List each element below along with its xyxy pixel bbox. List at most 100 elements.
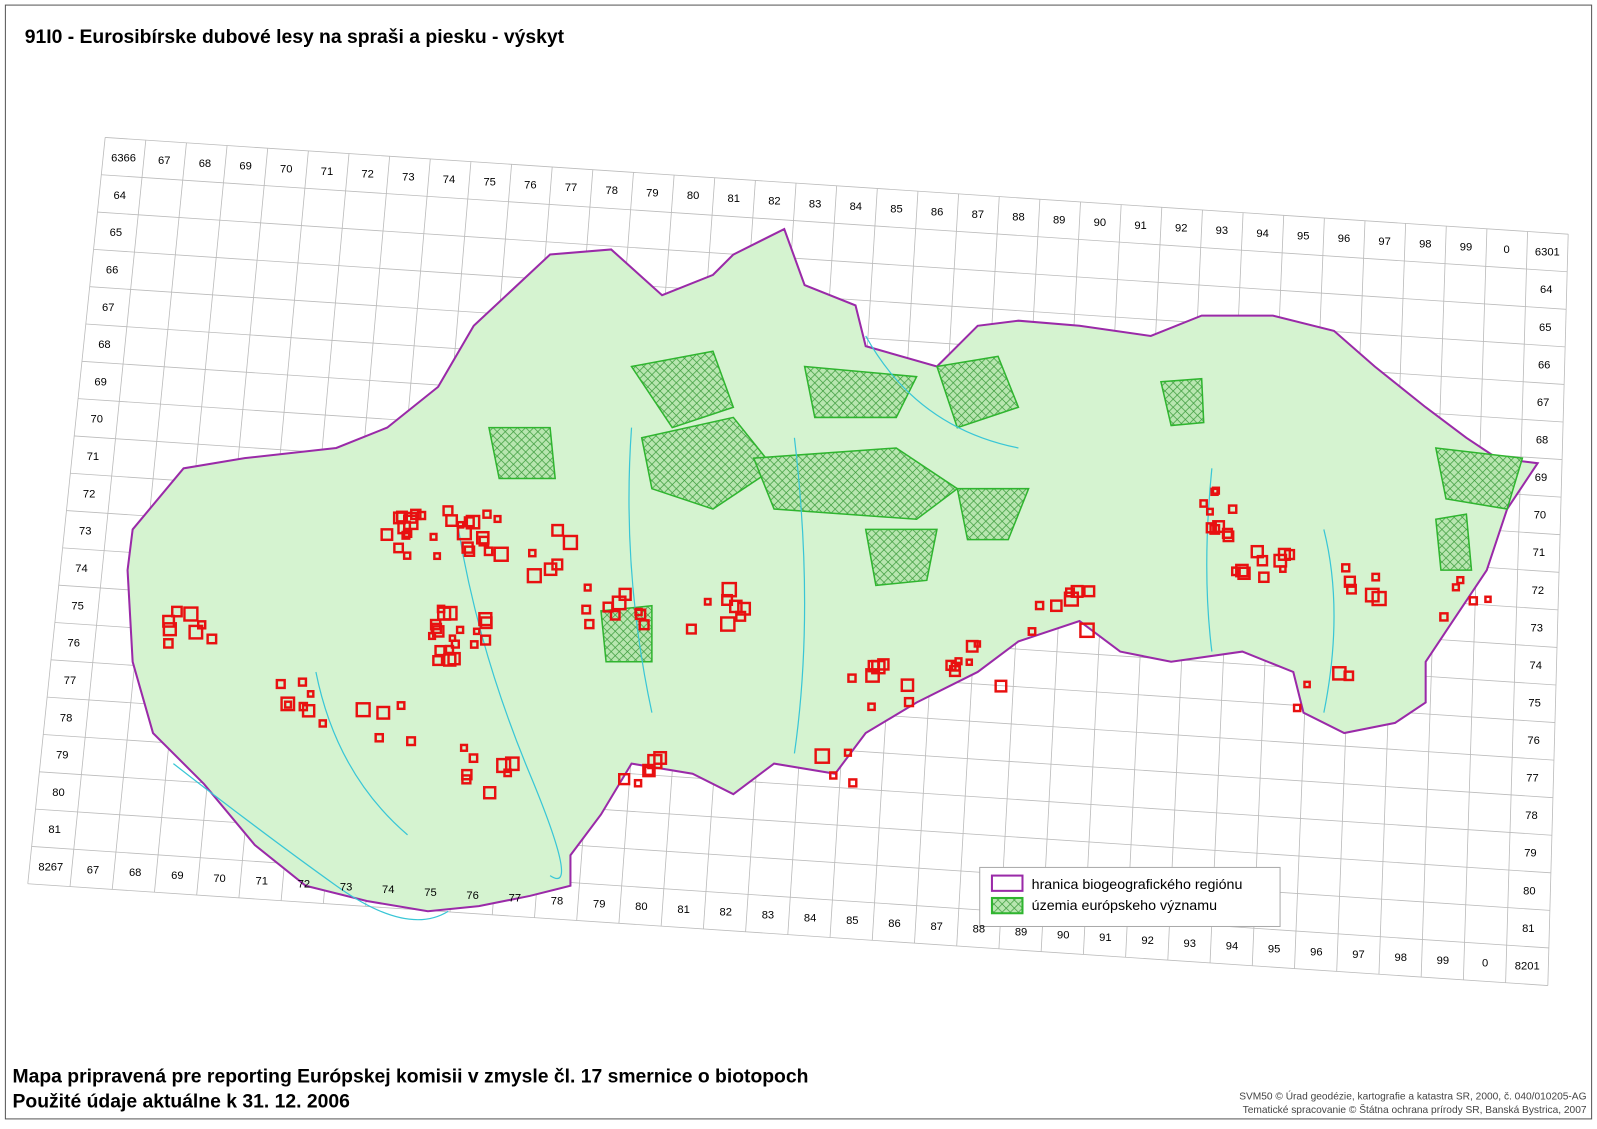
- grid-label: 76: [1527, 735, 1539, 747]
- grid-label: 84: [850, 201, 862, 213]
- habitat-site: [643, 765, 655, 777]
- grid-label: 98: [1394, 952, 1406, 964]
- habitat-site: [397, 520, 412, 535]
- habitat-site: [455, 625, 465, 635]
- habitat-site: [1258, 571, 1270, 584]
- habitat-site: [1346, 583, 1357, 595]
- grid-label: 94: [1226, 941, 1238, 953]
- grid-line: [105, 137, 1569, 235]
- habitat-site: [735, 610, 747, 622]
- grid-label: 97: [1352, 949, 1364, 961]
- habitat-site: [638, 619, 650, 631]
- grid-label: 0: [1482, 958, 1488, 970]
- habitat-site: [1083, 585, 1096, 598]
- grid-label: 72: [1532, 585, 1544, 597]
- grid-label: 88: [973, 924, 985, 936]
- grid-label: 70: [213, 873, 225, 885]
- habitat-site: [504, 756, 520, 772]
- grid-label: 64: [114, 190, 126, 202]
- habitat-site: [493, 514, 502, 524]
- grid-label: 98: [1419, 239, 1431, 251]
- legend-label: hranica biogeografického regiónu: [1032, 877, 1243, 893]
- habitat-site: [829, 771, 838, 780]
- grid-label: 71: [87, 451, 99, 463]
- grid-label: 73: [1531, 622, 1543, 634]
- habitat-site: [374, 732, 385, 743]
- grid-label: 67: [87, 864, 99, 876]
- habitat-site: [1279, 565, 1287, 573]
- habitat-site: [478, 611, 493, 627]
- grid-label: 87: [972, 209, 984, 221]
- grid-label: 77: [1526, 773, 1538, 785]
- grid-label: 71: [1533, 547, 1545, 559]
- habitat-site: [584, 618, 595, 630]
- grid-label: 69: [1535, 472, 1547, 484]
- habitat-site: [1210, 487, 1219, 497]
- grid-label: 74: [1529, 660, 1541, 672]
- grid-label: 70: [1534, 510, 1546, 522]
- habitat-site: [448, 634, 457, 642]
- grid-label: 93: [1216, 225, 1228, 237]
- habitat-site: [634, 608, 647, 621]
- habitat-site: [493, 546, 509, 562]
- grid-label: 96: [1338, 233, 1350, 245]
- habitat-site: [355, 702, 371, 718]
- legend-box: [979, 866, 1281, 927]
- habitat-site: [283, 700, 293, 709]
- habitat-site: [479, 634, 492, 646]
- grid-label: 75: [483, 177, 495, 189]
- habitat-site: [162, 622, 177, 637]
- habitat-site: [581, 604, 592, 615]
- habitat-site: [468, 753, 479, 764]
- grid-label: 73: [402, 171, 414, 183]
- habitat-site: [1484, 595, 1492, 604]
- grid-label: 79: [1524, 848, 1536, 860]
- habitat-site: [848, 778, 858, 788]
- habitat-site: [900, 678, 915, 693]
- habitat-site: [376, 705, 391, 720]
- grid-label: 75: [424, 887, 436, 899]
- habitat-site: [1332, 666, 1347, 681]
- grid-label: 85: [890, 204, 902, 216]
- grid-label: 74: [382, 884, 394, 896]
- habitat-site: [482, 786, 497, 800]
- habitat-site: [447, 651, 461, 666]
- habitat-site: [465, 514, 481, 530]
- grid-label: 81: [677, 904, 689, 916]
- habitat-site: [1343, 575, 1357, 588]
- grid-label: 72: [361, 169, 373, 181]
- habitat-site: [562, 534, 579, 551]
- grid-label: 82: [720, 907, 732, 919]
- grid-label: 92: [1141, 935, 1153, 947]
- grid-label: 8201: [1515, 960, 1540, 972]
- grid-label: 78: [605, 185, 617, 197]
- habitat-site: [297, 677, 308, 687]
- footer-line: Mapa pripravená pre reporting Európskej …: [13, 1065, 809, 1087]
- grid-label: 71: [321, 166, 333, 178]
- grid-label: 8267: [38, 862, 63, 874]
- legend-swatch: [990, 896, 1024, 915]
- habitat-site: [1456, 575, 1465, 585]
- grid-label: 76: [68, 638, 80, 650]
- habitat-site: [973, 640, 982, 648]
- grid-label: 70: [91, 414, 103, 426]
- habitat-site: [720, 616, 736, 632]
- grid-label: 66: [106, 264, 118, 276]
- grid-label: 68: [129, 867, 141, 879]
- habitat-site: [469, 640, 479, 649]
- habitat-site: [475, 530, 490, 545]
- habitat-site: [206, 633, 218, 645]
- footer-line: Použité údaje aktuálne k 31. 12. 2006: [13, 1091, 351, 1113]
- legend: hranica biogeografického regiónu územia …: [979, 866, 1281, 927]
- credit: Tematické spracovanie © Štátna ochrana p…: [1243, 1103, 1587, 1116]
- grid-label: 68: [98, 339, 110, 351]
- habitat-site: [301, 703, 316, 718]
- habitat-site: [1341, 563, 1351, 573]
- habitat-site: [611, 595, 627, 611]
- grid-label: 77: [64, 675, 76, 687]
- grid-label: 94: [1256, 228, 1268, 240]
- grid-label: 80: [687, 190, 699, 202]
- grid-label: 83: [762, 910, 774, 922]
- grid-label: 86: [888, 918, 900, 930]
